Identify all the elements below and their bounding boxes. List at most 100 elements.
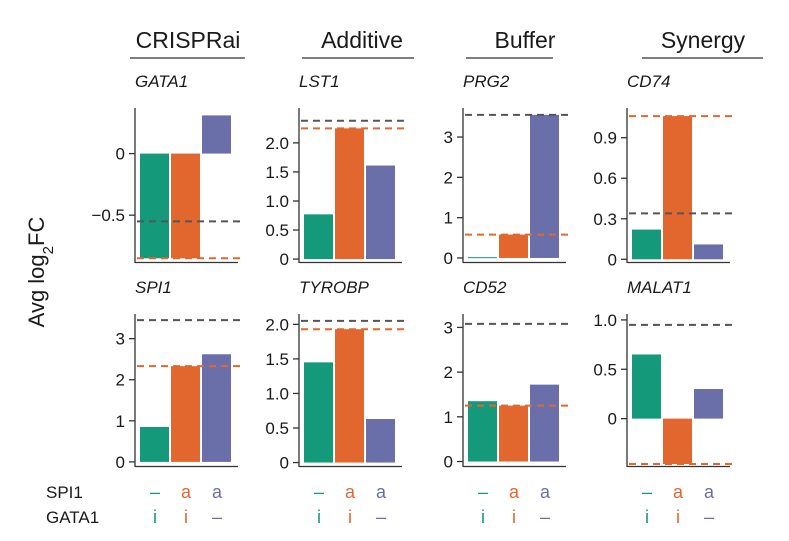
y-tick-label: 2 — [444, 168, 453, 187]
y-tick-label: 2 — [444, 363, 453, 382]
y-tick-label: 0.9 — [593, 129, 617, 148]
bar-spi1none-gata1i — [304, 362, 333, 463]
code-gata1: i — [512, 507, 516, 527]
y-tick-label: 3 — [444, 128, 453, 147]
code-spi1: – — [314, 482, 324, 502]
bar-spi1none-gata1i — [632, 354, 661, 419]
y-tick-label: 1 — [444, 209, 453, 228]
y-tick-label: 1.5 — [265, 163, 289, 182]
condition-label-spi1: SPI1 — [46, 483, 83, 502]
code-spi1: a — [540, 482, 551, 502]
y-tick-label: 0.6 — [593, 169, 617, 188]
code-spi1: a — [673, 482, 684, 502]
bar-spi1none-gata1i — [140, 153, 169, 259]
panels: GATA1 0 −0.5 LST1 0 0.5 1.0 1.5 2.0 PRG2 0 1 2 3 CD74 0… — [91, 72, 732, 473]
panel-lst1: LST1 0 0.5 1.0 1.5 2.0 — [265, 72, 404, 269]
y-axis-label-sub: 2 — [40, 246, 57, 254]
y-tick-label: 1.0 — [593, 311, 617, 330]
code-gata1: – — [376, 507, 386, 527]
bar-spi1a-gata1i — [499, 234, 528, 258]
panel-cd52: CD52 0 1 2 3 — [444, 278, 568, 472]
bar-spi1a-gata1i — [663, 116, 692, 260]
bar-spi1a-gata1none — [366, 419, 395, 463]
code-gata1: – — [212, 507, 222, 527]
code-gata1: i — [317, 507, 321, 527]
y-tick-label: 3 — [116, 330, 125, 349]
y-tick-label: 0.5 — [593, 360, 617, 379]
panel-tyrobp: TYROBP 0 0.5 1.0 1.5 2.0 — [265, 278, 404, 473]
code-gata1: – — [540, 507, 550, 527]
y-tick-label: 0 — [444, 249, 453, 268]
bar-spi1a-gata1none — [202, 354, 231, 462]
y-tick-label: 1.5 — [265, 350, 289, 369]
panel-cd74: CD74 0 0.3 0.6 0.9 — [593, 72, 732, 269]
y-tick-label: 2 — [116, 371, 125, 390]
y-tick-label: 0 — [116, 453, 125, 472]
gene-label: GATA1 — [135, 72, 188, 91]
code-gata1: i — [184, 507, 188, 527]
condition-codes: – a ai i –– a ai i –– a ai i –– a ai i – — [150, 482, 715, 527]
bar-spi1a-gata1i — [335, 329, 364, 463]
gene-label: MALAT1 — [627, 278, 692, 297]
column-title-crisprai: CRISPRai — [136, 27, 241, 53]
y-tick-label: 0.3 — [593, 210, 617, 229]
y-tick-label: 3 — [444, 318, 453, 337]
column-title-buffer: Buffer — [495, 27, 556, 53]
column-title-synergy: Synergy — [661, 27, 746, 53]
y-tick-label: 0 — [608, 250, 617, 269]
y-axis-label: Avg log2FC — [24, 217, 57, 328]
y-tick-label: 2.0 — [265, 134, 289, 153]
column-title-additive: Additive — [321, 27, 403, 53]
panel-gata1: GATA1 0 −0.5 — [91, 72, 240, 264]
y-axis-label-prefix: Avg log — [24, 254, 49, 327]
y-tick-label: 0.5 — [265, 419, 289, 438]
y-tick-label: 1 — [444, 408, 453, 427]
gene-label: PRG2 — [463, 72, 510, 91]
y-tick-label: 1.0 — [265, 192, 289, 211]
y-tick-label: 1 — [116, 412, 125, 431]
panel-prg2: PRG2 0 1 2 3 — [444, 72, 568, 268]
y-tick-label: 0 — [116, 145, 125, 164]
bar-spi1a-gata1i — [335, 128, 364, 260]
bar-spi1none-gata1i — [140, 426, 169, 462]
code-gata1: i — [348, 507, 352, 527]
y-tick-label: 0 — [280, 250, 289, 269]
panel-malat1: MALAT1 0 0.5 1.0 — [593, 278, 732, 468]
gene-label: SPI1 — [135, 278, 172, 297]
code-spi1: a — [181, 482, 192, 502]
y-tick-label: −0.5 — [91, 206, 125, 225]
bar-spi1a-gata1none — [694, 244, 723, 260]
code-spi1: a — [212, 482, 223, 502]
code-gata1: i — [676, 507, 680, 527]
code-spi1: – — [642, 482, 652, 502]
code-gata1: i — [153, 507, 157, 527]
y-axis-label-suffix: FC — [24, 217, 49, 246]
bar-spi1none-gata1i — [468, 401, 497, 462]
gene-label: TYROBP — [299, 278, 370, 297]
gene-label: CD74 — [627, 72, 670, 91]
gene-label: LST1 — [299, 72, 340, 91]
bar-spi1a-gata1i — [499, 405, 528, 462]
y-tick-label: 0 — [280, 454, 289, 473]
bar-spi1a-gata1none — [202, 115, 231, 154]
panel-spi1: SPI1 0 1 2 3 — [116, 278, 240, 472]
bar-spi1a-gata1none — [530, 384, 559, 462]
bar-spi1a-gata1none — [366, 165, 395, 260]
bar-spi1a-gata1i — [663, 418, 692, 465]
gene-label: CD52 — [463, 278, 507, 297]
bar-spi1a-gata1i — [171, 153, 200, 259]
code-spi1: a — [509, 482, 520, 502]
bar-spi1none-gata1i — [632, 229, 661, 260]
y-tick-label: 1.0 — [265, 384, 289, 403]
bar-spi1a-gata1none — [530, 114, 559, 258]
bar-spi1a-gata1i — [171, 366, 200, 462]
code-spi1: a — [345, 482, 356, 502]
bar-spi1a-gata1none — [694, 389, 723, 419]
code-gata1: i — [645, 507, 649, 527]
code-spi1: a — [376, 482, 387, 502]
bar-spi1none-gata1i — [304, 214, 333, 260]
code-spi1: – — [478, 482, 488, 502]
y-tick-label: 2.0 — [265, 315, 289, 334]
code-spi1: – — [150, 482, 160, 502]
